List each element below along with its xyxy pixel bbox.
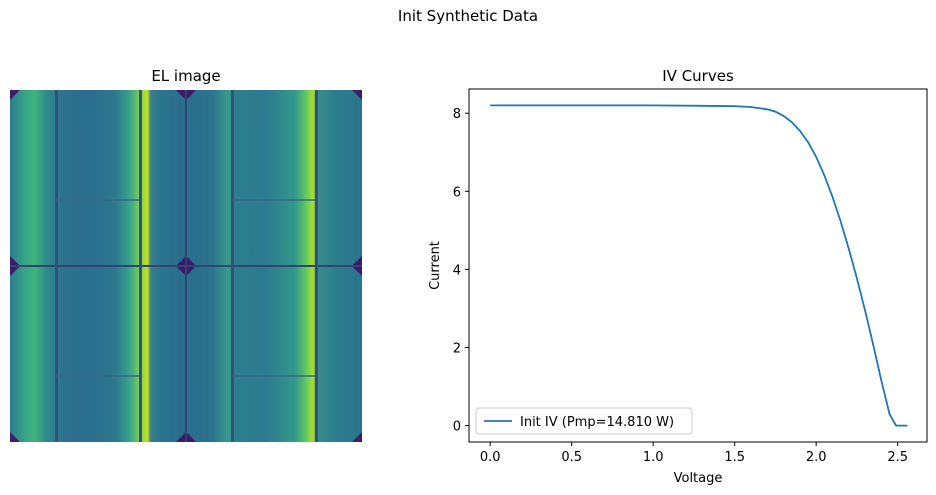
- plot-frame: [468, 88, 928, 443]
- x-tick-label: 1.5: [724, 450, 745, 465]
- x-tick-label: 1.0: [643, 450, 664, 465]
- x-tick-label: 2.0: [806, 450, 827, 465]
- el-image-title: EL image: [151, 67, 221, 85]
- figure-suptitle: Init Synthetic Data: [397, 7, 539, 25]
- x-tick-label: 0.5: [561, 450, 582, 465]
- series-line-0: [490, 104, 908, 427]
- y-tick-label: 6: [453, 185, 461, 200]
- legend: Init IV (Pmp=14.810 W): [475, 407, 693, 435]
- y-tick-label: 2: [453, 342, 461, 357]
- y-axis-label: Current: [428, 241, 443, 290]
- el-image: [10, 90, 362, 442]
- y-tick-label: 4: [453, 263, 461, 278]
- legend-box: [475, 407, 693, 435]
- x-tick-label: 0.0: [480, 450, 501, 465]
- legend-entry-0: Init IV (Pmp=14.810 W): [520, 415, 674, 430]
- x-axis-label: Voltage: [674, 471, 723, 486]
- y-tick-label: 0: [453, 420, 461, 435]
- y-tick-label: 8: [453, 107, 461, 122]
- x-tick-label: 2.5: [887, 450, 908, 465]
- iv-chart-title: IV Curves: [662, 67, 734, 85]
